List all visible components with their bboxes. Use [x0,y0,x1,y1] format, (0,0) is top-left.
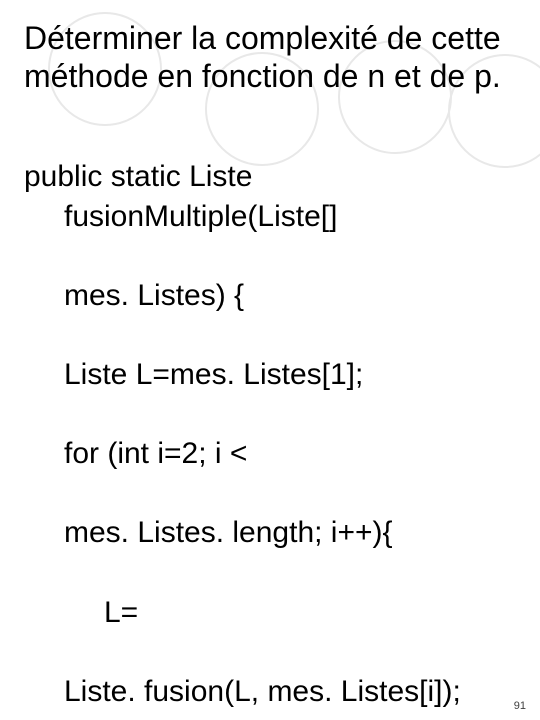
code-line: for (int i=2; i < [24,434,516,474]
code-line: Liste. fusion(L, mes. Listes[i]); [24,672,516,712]
code-line: fusionMultiple(Liste[] [24,197,516,237]
code-line: L= [24,593,516,633]
code-line: mes. Listes) { [24,276,516,316]
slide-title: Déterminer la complexité de cette méthod… [24,20,516,96]
code-line: mes. Listes. length; i++){ [24,513,516,553]
code-block: public static Liste fusionMultiple(Liste… [24,118,516,720]
slide-content: Déterminer la complexité de cette méthod… [0,0,540,720]
code-line: Liste L=mes. Listes[1]; [24,355,516,395]
code-line: public static Liste [24,160,252,193]
